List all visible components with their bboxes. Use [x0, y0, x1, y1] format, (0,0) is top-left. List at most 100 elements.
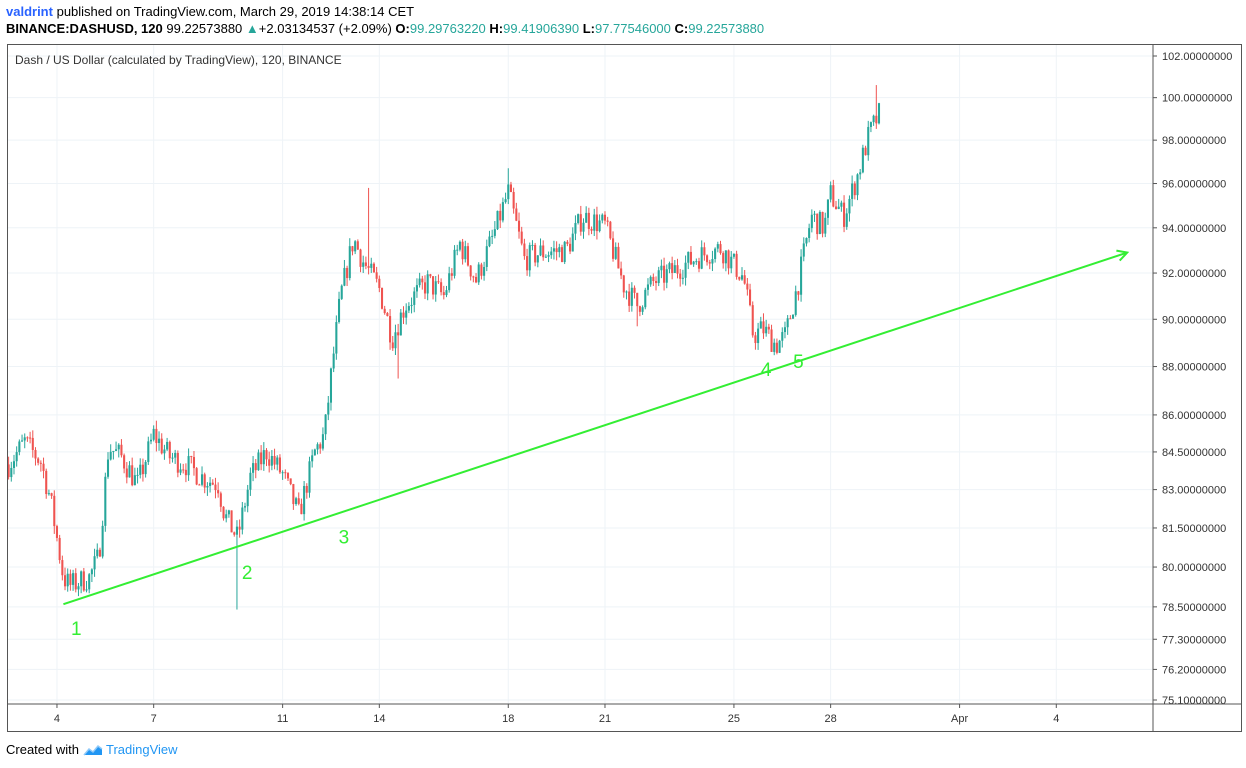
candle-body: [574, 222, 577, 234]
candle-body: [171, 457, 174, 459]
candle-body: [853, 183, 856, 196]
candle-body: [265, 450, 268, 460]
trendline-layer[interactable]: [63, 249, 1130, 606]
candle-body: [544, 256, 547, 258]
candle-body: [176, 452, 179, 473]
candle-body: [405, 310, 408, 318]
candle-body: [566, 241, 569, 244]
candle-body: [284, 472, 287, 474]
candle-body: [53, 495, 56, 527]
candle-body: [714, 248, 717, 260]
candle-body: [590, 228, 593, 231]
candle-body: [808, 228, 811, 238]
candle-body: [131, 465, 134, 486]
candle-body: [241, 507, 244, 530]
candle-body: [423, 282, 427, 294]
candle-body: [219, 493, 222, 507]
candle-body: [47, 493, 50, 495]
candle-body: [751, 305, 754, 336]
candle-body: [80, 571, 83, 587]
candle-body: [630, 287, 633, 306]
low-label: L:: [582, 21, 595, 36]
candle-body: [354, 241, 357, 252]
candle-body: [577, 214, 580, 223]
candles: [7, 85, 881, 610]
candle-body: [509, 184, 513, 192]
candle-body: [311, 455, 314, 462]
candle-body: [340, 285, 343, 299]
candle-body: [563, 241, 566, 263]
candle-body: [625, 291, 628, 293]
candle-body: [391, 342, 394, 349]
candle-body: [654, 281, 658, 284]
candle-body: [877, 103, 881, 124]
candle-body: [273, 456, 276, 465]
candle-body: [324, 414, 327, 435]
candle-body: [708, 262, 711, 264]
candle-body: [375, 272, 378, 279]
candle-body: [225, 514, 228, 519]
y-tick-label: 81.50000000: [1162, 523, 1226, 535]
candle-body: [88, 574, 91, 590]
y-tick-label: 98.00000000: [1162, 135, 1226, 147]
candle-body: [434, 281, 437, 295]
candle-body: [386, 313, 389, 317]
tradingview-brand[interactable]: TradingView: [105, 742, 178, 757]
candle-body: [859, 172, 862, 175]
candle-body: [300, 503, 303, 515]
candle-body: [192, 457, 196, 469]
candle-body: [542, 245, 545, 258]
candle-body: [826, 199, 829, 218]
y-tick-label: 83.00000000: [1162, 485, 1226, 497]
candle-body: [622, 275, 625, 293]
candle-body: [233, 532, 236, 535]
candle-body: [598, 220, 601, 232]
candle-body: [55, 526, 59, 538]
candle-body: [743, 275, 746, 284]
candle-body: [724, 250, 727, 264]
high-value: 99.41906390: [503, 21, 580, 36]
candle-body: [679, 273, 682, 279]
candle-body: [37, 458, 40, 463]
candle-body: [818, 211, 821, 235]
candle-body: [778, 340, 781, 353]
candle-body: [367, 265, 370, 268]
candle-body: [539, 245, 542, 256]
candle-body: [147, 441, 150, 462]
candle-body: [378, 278, 381, 288]
candle-body: [601, 214, 604, 221]
author-link[interactable]: valdrint: [6, 4, 53, 19]
candle-body: [515, 208, 518, 221]
candle-body: [335, 322, 338, 354]
candle-body: [794, 291, 797, 315]
candle-body: [617, 246, 620, 269]
candle-body: [34, 449, 37, 459]
footer: Created with TradingView: [6, 742, 178, 758]
candle-body: [783, 327, 787, 333]
candle-body: [319, 444, 322, 449]
candle-body: [21, 440, 24, 442]
candle-body: [560, 247, 564, 263]
candle-body: [719, 244, 722, 254]
candle-body: [861, 147, 864, 173]
candle-body: [491, 235, 494, 237]
axes: 102.00000000 100.00000000 98.00000000 96.00…: [7, 44, 1242, 732]
annotation-labels: 1 2 3 4 5: [71, 352, 804, 640]
candle-body: [555, 248, 558, 253]
candle-body: [222, 506, 225, 519]
x-tick-label: 4: [1053, 713, 1059, 725]
candle-body: [864, 147, 867, 156]
created-with-text: Created with: [6, 742, 79, 757]
candle-body: [115, 449, 118, 451]
candle-body: [144, 461, 147, 475]
candle-body: [29, 437, 32, 439]
y-tick-label: 100.00000000: [1162, 93, 1232, 105]
candle-body: [372, 263, 375, 273]
candle-body: [332, 353, 335, 369]
x-tick-label: Apr: [951, 713, 968, 725]
candle-body: [432, 276, 435, 295]
candle-body: [104, 476, 107, 526]
candle-body: [593, 214, 596, 231]
